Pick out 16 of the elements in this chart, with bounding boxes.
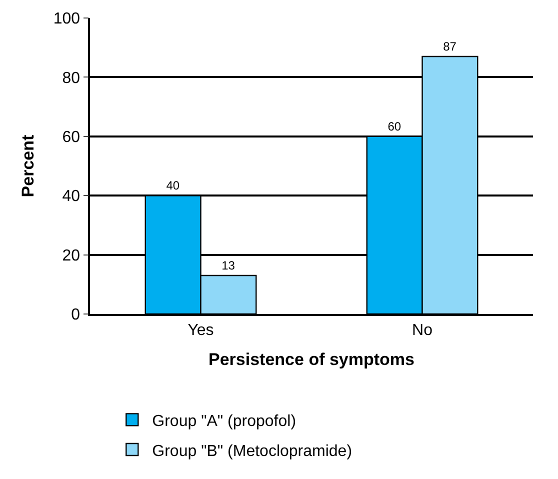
x-tick-label: No (412, 322, 433, 339)
x-axis-title: Persistence of symptoms (208, 350, 414, 369)
y-tick-label: 40 (62, 188, 80, 206)
legend-label: Group "A" (propofol) (152, 412, 296, 430)
legend-label: Group "B" (Metoclopramide) (152, 442, 352, 460)
y-tick-label: 100 (53, 10, 80, 28)
data-label: 40 (166, 178, 180, 193)
y-tick-label: 0 (71, 306, 80, 324)
y-tick-label: 80 (62, 70, 80, 87)
y-tick-label: 20 (62, 247, 80, 264)
y-axis-title: Percent (18, 134, 38, 198)
data-label: 13 (222, 258, 236, 273)
y-tick-label: 60 (62, 129, 80, 146)
data-label: 87 (443, 39, 457, 54)
data-label: 60 (388, 119, 402, 134)
x-tick-label: Yes (188, 322, 214, 339)
